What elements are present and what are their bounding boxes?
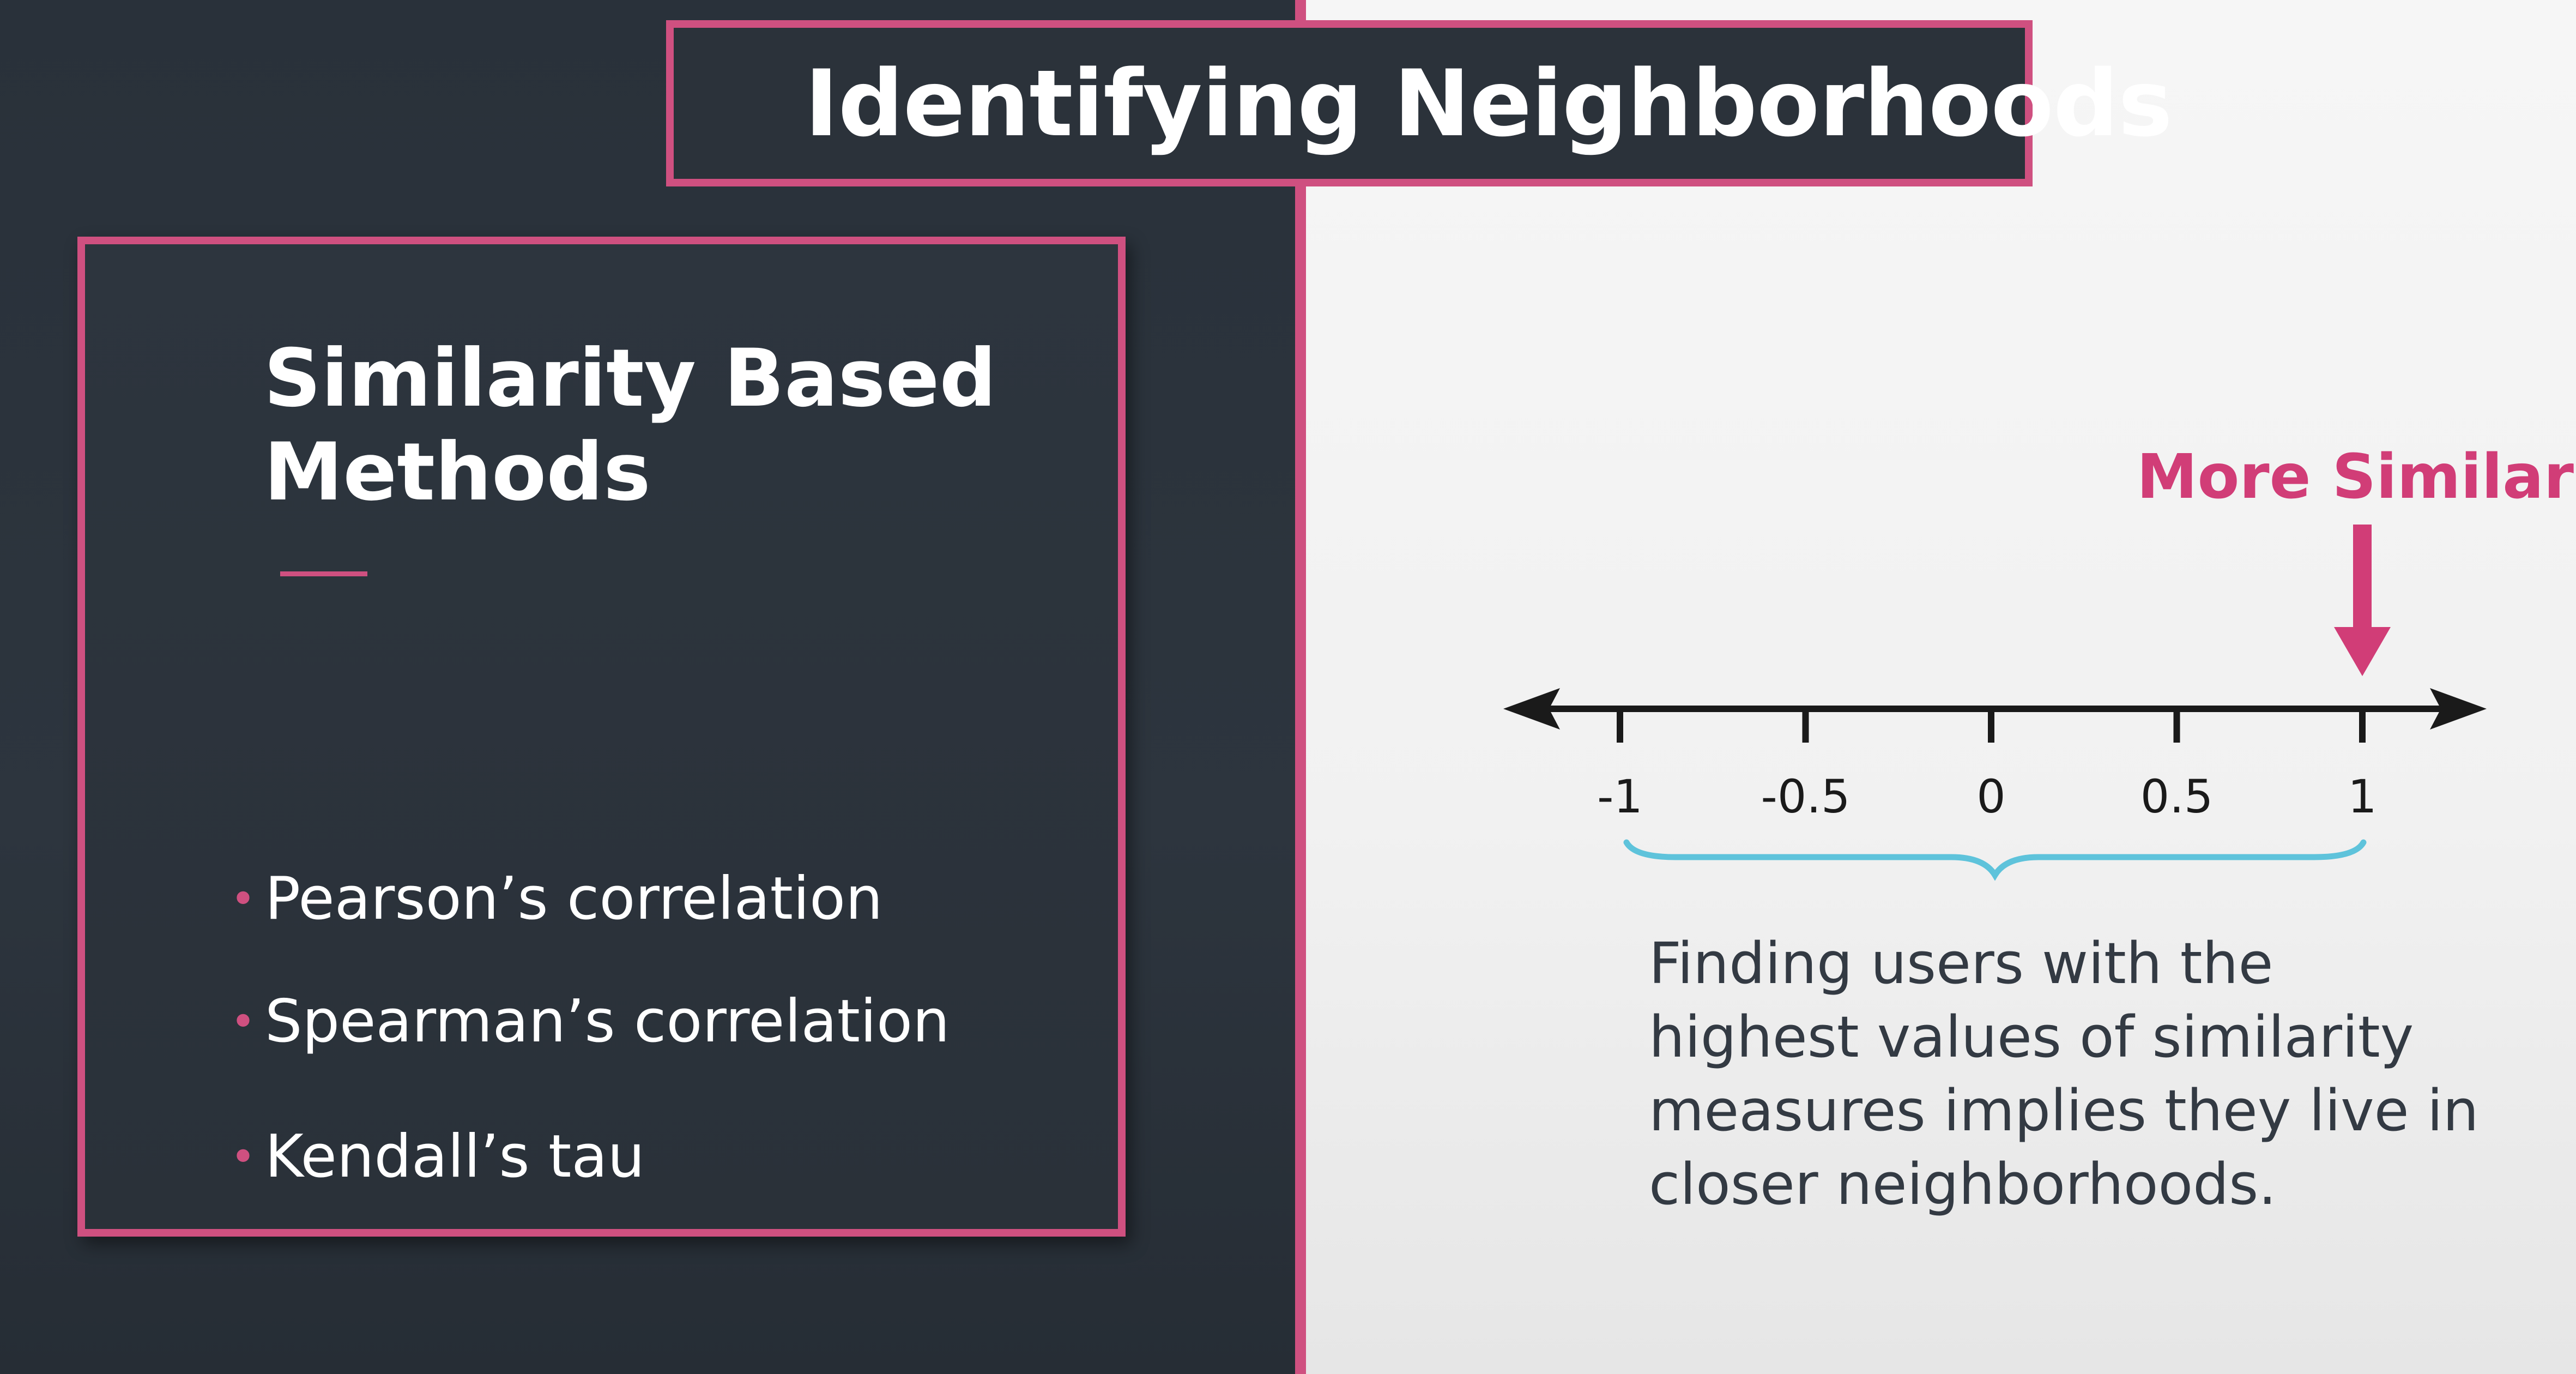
caption-line-1: Finding users with the <box>1649 930 2273 997</box>
arrow-shaft <box>2353 525 2372 634</box>
caption-line-4: closer neighborhoods. <box>1649 1151 2277 1218</box>
panel-divider <box>1295 0 1306 1374</box>
method-item-kendall: • Kendall’s tau <box>221 1116 645 1195</box>
bullet-icon: • <box>230 996 256 1047</box>
axis-tick-label: -0.5 <box>1761 770 1851 823</box>
bullet-icon: • <box>230 1131 256 1183</box>
title-box: Identifying Neighborhoods <box>666 20 2173 186</box>
axis-tick-labels: -1 -0.5 0 0.5 1 <box>1597 770 2377 823</box>
methods-heading: Similarity Based Methods <box>264 332 1081 519</box>
method-item-pearson: • Pearson’s correlation <box>221 858 882 937</box>
more-similar-callout: More Similar <box>2137 442 2574 513</box>
caption-line-2: highest values of similarity <box>1649 1004 2414 1070</box>
bullet-icon: • <box>230 873 256 925</box>
methods-box: Similarity Based Methods • Pearson’s corr… <box>77 237 1126 1237</box>
caption-line-3: measures implies they live in <box>1649 1077 2479 1144</box>
axis-tick-label: -1 <box>1597 770 1643 823</box>
axis-tick-label: 0 <box>1976 770 2005 823</box>
heading-accent-line <box>280 571 367 576</box>
axis-tick-label: 0.5 <box>2140 770 2214 823</box>
method-item-spearman: • Spearman’s correlation <box>221 980 950 1060</box>
axis-tick-label: 1 <box>2348 770 2377 823</box>
number-line-axis <box>1503 688 2487 730</box>
right-panel <box>1306 0 2576 1374</box>
axis-right-arrowhead <box>2430 688 2487 730</box>
caption-text: Finding users with the highest values of… <box>1649 927 2499 1221</box>
arrow-head <box>2334 627 2391 676</box>
methods-heading-line2: Methods <box>264 426 651 519</box>
slide-title: Identifying Neighborhoods <box>805 50 2173 157</box>
more-similar-arrow <box>2334 525 2391 676</box>
methods-heading-line1: Similarity Based <box>264 332 997 425</box>
axis-ticks <box>1617 709 2366 743</box>
axis-left-arrowhead <box>1503 688 1560 730</box>
range-brace <box>1623 839 2367 881</box>
